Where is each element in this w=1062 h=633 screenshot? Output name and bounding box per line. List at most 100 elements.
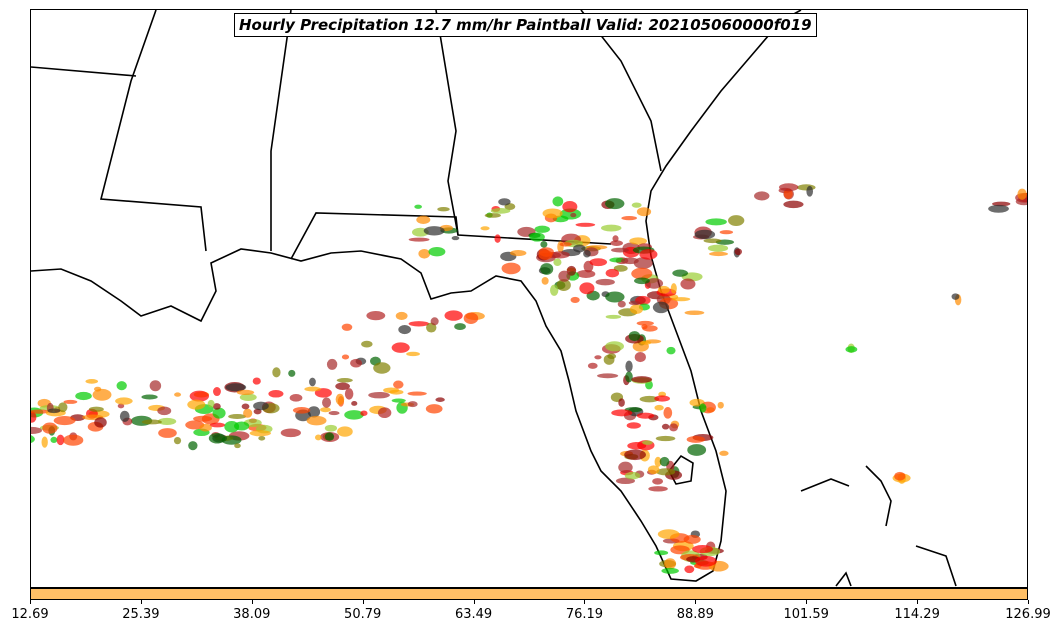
precip-blob xyxy=(212,403,221,410)
precip-blob xyxy=(628,331,641,342)
precip-blob xyxy=(663,407,673,419)
precip-blob xyxy=(320,407,331,413)
precip-blob xyxy=(575,222,596,227)
precip-blob xyxy=(613,265,628,272)
precip-blob xyxy=(41,436,48,448)
precip-blob xyxy=(322,397,332,408)
precip-blob xyxy=(288,369,296,377)
precip-blob xyxy=(894,471,906,481)
precip-blob xyxy=(717,401,724,409)
precip-blob xyxy=(366,311,386,321)
precip-blob xyxy=(437,207,450,212)
precip-blob xyxy=(657,285,670,294)
precip-blob xyxy=(611,409,633,417)
colorbar-tick xyxy=(917,600,919,604)
precip-blob xyxy=(652,301,670,314)
precip-blob xyxy=(625,360,633,373)
precip-blob xyxy=(58,402,68,413)
precip-blob xyxy=(642,325,658,332)
precip-blob xyxy=(407,401,418,408)
precip-blob xyxy=(490,207,511,214)
precip-blob xyxy=(654,395,671,402)
precip-blob xyxy=(628,300,641,306)
colorbar xyxy=(30,588,1028,600)
precip-blob xyxy=(249,430,271,437)
precip-blob xyxy=(75,391,92,401)
precip-blob xyxy=(451,235,460,241)
precip-blob xyxy=(395,311,408,320)
precip-blob xyxy=(408,237,430,242)
precip-blob xyxy=(709,251,729,257)
precip-blob xyxy=(659,456,670,467)
precip-blob xyxy=(634,352,646,363)
precip-blob xyxy=(629,304,644,315)
precip-blob xyxy=(605,291,625,303)
precip-blob xyxy=(556,279,571,292)
precip-blob xyxy=(587,362,598,369)
precip-blob xyxy=(63,399,78,404)
precip-blob xyxy=(618,398,625,407)
colorbar-tick-label: 88.89 xyxy=(676,607,714,622)
bahamas-eleuthera xyxy=(915,545,957,587)
precip-blob xyxy=(31,426,43,435)
precip-blob xyxy=(280,428,301,438)
colorbar-tick xyxy=(695,600,697,604)
precip-blob xyxy=(687,444,707,456)
colorbar-tick xyxy=(30,600,31,604)
precip-blob xyxy=(671,297,691,302)
precip-blob xyxy=(188,441,198,451)
precip-blob xyxy=(636,207,652,217)
precip-blob xyxy=(337,426,353,437)
precip-blob xyxy=(444,310,463,321)
precip-blob xyxy=(778,183,799,192)
precip-blob xyxy=(213,387,221,397)
precip-blob xyxy=(149,380,162,392)
precip-blob xyxy=(341,354,350,360)
precip-blob xyxy=(416,215,431,224)
precip-blob xyxy=(158,428,177,438)
precip-blob xyxy=(408,321,430,327)
precip-blob xyxy=(373,362,391,374)
precip-blob xyxy=(621,215,637,221)
precip-blob xyxy=(629,237,647,245)
precip-blob xyxy=(92,388,112,401)
precip-blob xyxy=(605,268,620,278)
precip-blob xyxy=(626,422,641,429)
precip-blob xyxy=(47,408,61,414)
precip-blob xyxy=(642,440,653,445)
precip-blob xyxy=(341,323,353,331)
precip-blob xyxy=(680,278,696,290)
precip-blob xyxy=(631,202,642,208)
precip-blob xyxy=(624,449,646,461)
precip-blob xyxy=(418,248,431,259)
precip-blob xyxy=(620,257,639,265)
precip-blob xyxy=(666,346,676,355)
precip-blob xyxy=(335,382,350,390)
precip-blob xyxy=(631,376,653,383)
precip-blob xyxy=(435,397,445,402)
precip-blob xyxy=(328,410,340,416)
precip-blob xyxy=(542,208,563,219)
precip-blob xyxy=(207,399,215,408)
precip-blob xyxy=(719,450,729,456)
precip-blob xyxy=(654,404,664,411)
precip-blob xyxy=(63,434,84,446)
precip-blob xyxy=(589,258,608,267)
precip-blob xyxy=(703,238,722,244)
precip-blob xyxy=(605,198,625,210)
precip-blob xyxy=(236,389,255,396)
precip-blob xyxy=(414,204,422,209)
colorbar-tick-label: 63.49 xyxy=(454,607,493,622)
precip-blob xyxy=(289,393,303,402)
precip-blob xyxy=(141,419,162,425)
precip-blob xyxy=(361,340,373,348)
precip-blob xyxy=(583,249,591,258)
precip-blob xyxy=(484,213,501,218)
precip-blob xyxy=(719,230,734,235)
colorbar-tick-label: 76.19 xyxy=(565,607,604,622)
precip-blob xyxy=(326,358,338,370)
precip-blob xyxy=(117,403,125,409)
precip-blob xyxy=(570,296,580,303)
precip-blob xyxy=(692,545,713,554)
precip-blob xyxy=(268,390,284,398)
